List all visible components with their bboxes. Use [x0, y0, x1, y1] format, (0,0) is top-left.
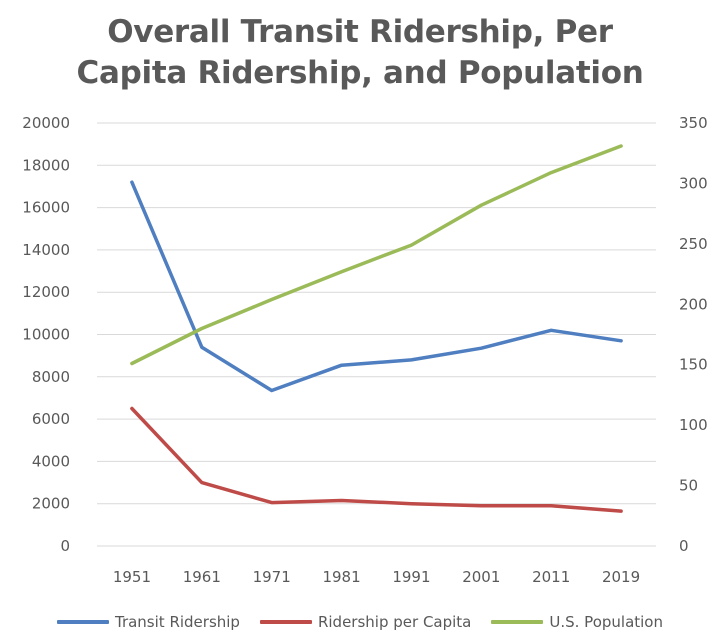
left-axis-tick-label: 12000 — [22, 283, 70, 301]
x-axis-ticks: 1951 1961 1971 1981 1991 2001 2011 2019 — [113, 568, 640, 586]
right-axis-ticks: 0 50 100 150 200 250 300 350 — [679, 114, 708, 555]
x-axis-tick-label: 2001 — [462, 568, 500, 586]
legend-label: U.S. Population — [549, 613, 663, 631]
left-axis-tick-label: 10000 — [22, 326, 70, 344]
left-axis-tick-label: 18000 — [22, 156, 70, 174]
left-axis-tick-label: 4000 — [32, 452, 70, 470]
line-chart: 0200040006000800010000120001400016000180… — [22, 114, 708, 586]
series-line-transit-ridership — [130, 180, 623, 393]
left-axis-tick-label: 20000 — [22, 114, 70, 132]
x-axis-tick-label: 1981 — [322, 568, 360, 586]
series-lines — [130, 144, 623, 513]
left-axis-tick-label: 6000 — [32, 410, 70, 428]
right-axis-tick-label: 0 — [679, 537, 689, 555]
chart-title-line-2: Capita Ridership, and Population — [76, 55, 644, 91]
right-axis-tick-label: 150 — [679, 356, 708, 374]
right-axis-tick-label: 50 — [679, 477, 698, 495]
legend: Transit Ridership Ridership per Capita U.S… — [0, 610, 720, 634]
left-axis-ticks: 0 2000 4000 6000 8000 10000 12000 14000 16000 180… — [22, 114, 70, 555]
x-axis-tick-label: 1971 — [253, 568, 291, 586]
right-axis-tick-label: 350 — [679, 114, 708, 132]
x-axis-tick-label: 2019 — [602, 568, 640, 586]
chart-title-line-1: Overall Transit Ridership, Per — [107, 14, 613, 50]
left-axis-tick-label: 16000 — [22, 199, 70, 217]
left-axis-tick-label: 14000 — [22, 241, 70, 259]
legend-item: Transit Ridership — [56, 613, 240, 631]
legend-item: U.S. Population — [491, 613, 663, 631]
legend-swatch — [259, 620, 312, 624]
right-axis-tick-label: 100 — [679, 416, 708, 434]
series-line-ridership-per-capita — [130, 406, 623, 513]
legend-label: Ridership per Capita — [317, 613, 472, 631]
legend-label: Transit Ridership — [114, 613, 240, 631]
left-axis-tick-label: 8000 — [32, 368, 70, 386]
left-axis-tick-label: 2000 — [32, 495, 70, 513]
x-axis-tick-label: 1991 — [392, 568, 430, 586]
legend-swatch — [56, 620, 109, 624]
series-line-u-s-population — [130, 144, 623, 366]
left-axis-tick-label: 0 — [60, 537, 70, 555]
right-axis-tick-label: 300 — [679, 174, 708, 192]
right-axis-tick-label: 200 — [679, 295, 708, 313]
right-axis-tick-label: 250 — [679, 235, 708, 253]
x-axis-tick-label: 1961 — [183, 568, 221, 586]
x-axis-tick-label: 1951 — [113, 568, 151, 586]
chart-title: Overall Transit Ridership, Per Capita Ri… — [0, 12, 720, 94]
legend-swatch — [491, 620, 544, 624]
x-axis-tick-label: 2011 — [532, 568, 570, 586]
legend-item: Ridership per Capita — [259, 613, 472, 631]
